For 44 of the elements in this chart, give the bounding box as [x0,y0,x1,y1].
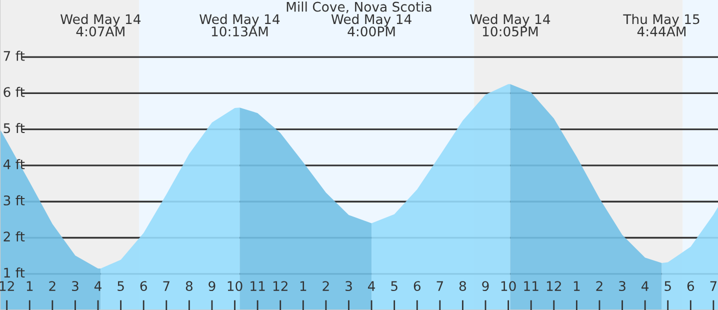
x-tick-label: 10 [228,281,242,292]
x-tick-label: 8 [459,281,466,292]
x-tick-label: 12 [0,281,14,291]
x-tick-label: 3 [346,281,352,292]
y-tick-label: 6 ft [4,86,25,98]
y-tick-label: 3 ft [4,195,25,206]
x-tick-label: 12 [546,281,561,291]
chart-title: Mill Cove, Nova Scotia [286,2,432,14]
x-tick-label: 6 [414,281,420,292]
x-tick-label: 10 [501,281,516,292]
y-tick-label: 5 ft [4,122,25,134]
annotation: Wed May 14 4:00PM [331,14,412,36]
x-tick-label: 7 [436,281,443,291]
x-tick-label: 4 [368,281,375,291]
x-tick-label: 8 [186,281,192,292]
x-tick-label: 1 [26,281,33,291]
x-tick-label: 5 [391,281,398,292]
annotation: Wed May 14 10:13AM [200,14,280,36]
annotation: Thu May 15 4:44AM [623,14,700,36]
x-tick-label: 5 [664,281,671,292]
x-tick-label: 11 [524,281,538,291]
x-tick-label: 3 [72,281,78,292]
x-tick-label: 7 [163,281,170,291]
y-tick-label: 1 ft [4,267,25,278]
y-tick-label: 7 ft [4,50,25,61]
x-tick-label: 2 [322,281,329,291]
x-tick-label: 9 [208,281,216,292]
x-tick-label: 1 [574,281,580,291]
x-tick-label: 4 [94,281,102,291]
x-tick-label: 6 [140,281,147,292]
x-tick-label: 11 [250,281,265,291]
y-tick-label: 2 ft [4,231,25,242]
x-tick-label: 9 [482,281,489,292]
x-tick-label: 1 [300,281,306,291]
x-tick-label: 4 [642,281,649,291]
annotation: Wed May 14 4:07AM [60,14,141,36]
x-tick-label: 7 [710,281,717,291]
annotation: Wed May 14 10:05PM [470,14,550,36]
x-tick-label: 5 [118,281,124,292]
x-tick-label: 2 [596,281,602,291]
x-tick-label: 12 [273,281,288,291]
x-tick-label: 6 [687,281,694,292]
x-tick-label: 2 [49,281,56,291]
x-tick-label: 3 [619,281,626,292]
